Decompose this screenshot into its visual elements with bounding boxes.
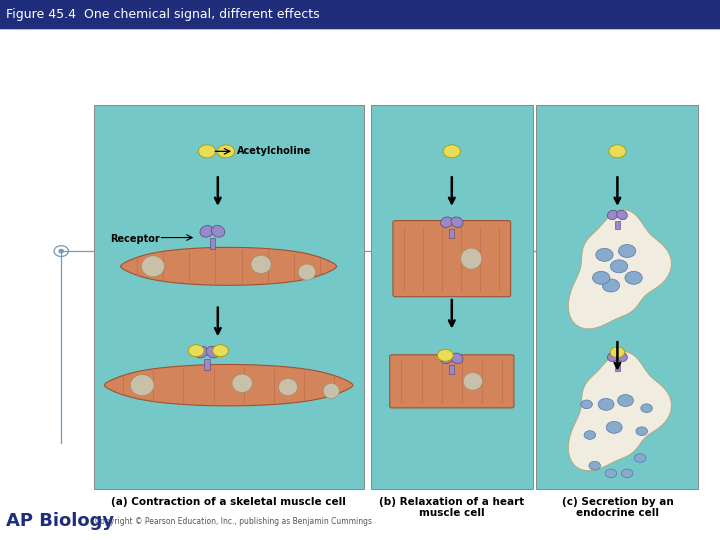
Circle shape bbox=[596, 248, 613, 261]
Ellipse shape bbox=[441, 353, 453, 363]
Ellipse shape bbox=[461, 248, 482, 269]
Circle shape bbox=[636, 427, 647, 435]
Ellipse shape bbox=[451, 353, 463, 363]
Circle shape bbox=[189, 345, 204, 356]
Circle shape bbox=[618, 395, 634, 407]
Bar bbox=[615, 362, 620, 371]
Bar bbox=[371, 105, 533, 489]
Ellipse shape bbox=[212, 226, 225, 237]
Circle shape bbox=[581, 400, 593, 409]
Circle shape bbox=[606, 421, 622, 433]
Ellipse shape bbox=[608, 352, 618, 361]
Polygon shape bbox=[104, 364, 353, 406]
Bar bbox=[94, 105, 364, 489]
Text: AP Biology: AP Biology bbox=[6, 512, 114, 530]
Text: (c) Secretion by an
endocrine cell: (c) Secretion by an endocrine cell bbox=[562, 497, 673, 518]
Bar bbox=[204, 359, 210, 370]
Text: Copyright © Pearson Education, Inc., publishing as Benjamin Cummings: Copyright © Pearson Education, Inc., pub… bbox=[95, 517, 372, 526]
Bar bbox=[449, 228, 454, 238]
Circle shape bbox=[611, 260, 628, 273]
Circle shape bbox=[198, 145, 216, 158]
Ellipse shape bbox=[200, 226, 213, 237]
Circle shape bbox=[618, 245, 636, 258]
Circle shape bbox=[59, 249, 63, 253]
Text: Figure 45.4  One chemical signal, different effects: Figure 45.4 One chemical signal, differe… bbox=[6, 8, 320, 21]
Circle shape bbox=[641, 404, 652, 413]
FancyBboxPatch shape bbox=[393, 221, 510, 296]
Ellipse shape bbox=[130, 375, 154, 396]
Polygon shape bbox=[568, 210, 672, 329]
Ellipse shape bbox=[616, 210, 627, 220]
Circle shape bbox=[634, 454, 646, 462]
FancyBboxPatch shape bbox=[390, 355, 514, 408]
Circle shape bbox=[625, 271, 642, 284]
Circle shape bbox=[212, 345, 228, 356]
Circle shape bbox=[584, 431, 595, 440]
Text: (b) Relaxation of a heart
muscle cell: (b) Relaxation of a heart muscle cell bbox=[379, 497, 524, 518]
Ellipse shape bbox=[608, 210, 618, 220]
Ellipse shape bbox=[323, 383, 339, 399]
Circle shape bbox=[609, 145, 626, 158]
Circle shape bbox=[589, 461, 600, 470]
Ellipse shape bbox=[298, 264, 315, 280]
Text: Acetylcholine: Acetylcholine bbox=[237, 146, 311, 156]
Bar bbox=[449, 364, 454, 374]
Circle shape bbox=[603, 279, 620, 292]
Circle shape bbox=[610, 347, 625, 357]
Circle shape bbox=[598, 399, 614, 410]
Circle shape bbox=[444, 145, 461, 158]
Bar bbox=[0, 0, 720, 28]
Ellipse shape bbox=[194, 346, 208, 358]
Circle shape bbox=[438, 349, 454, 361]
Ellipse shape bbox=[142, 256, 164, 277]
Circle shape bbox=[621, 469, 633, 478]
Bar bbox=[210, 238, 215, 249]
Polygon shape bbox=[121, 247, 337, 285]
Ellipse shape bbox=[616, 352, 627, 361]
Ellipse shape bbox=[206, 346, 220, 358]
Bar bbox=[536, 105, 698, 489]
Circle shape bbox=[606, 469, 617, 478]
Text: Receptor: Receptor bbox=[109, 234, 160, 245]
Ellipse shape bbox=[441, 217, 453, 227]
Bar bbox=[615, 220, 620, 229]
Ellipse shape bbox=[279, 379, 297, 396]
Circle shape bbox=[217, 145, 235, 158]
Circle shape bbox=[593, 271, 610, 284]
Polygon shape bbox=[568, 352, 672, 471]
Ellipse shape bbox=[251, 255, 271, 274]
Text: (a) Contraction of a skeletal muscle cell: (a) Contraction of a skeletal muscle cel… bbox=[111, 497, 346, 507]
Ellipse shape bbox=[463, 373, 482, 390]
Ellipse shape bbox=[451, 217, 463, 227]
Ellipse shape bbox=[232, 374, 252, 393]
